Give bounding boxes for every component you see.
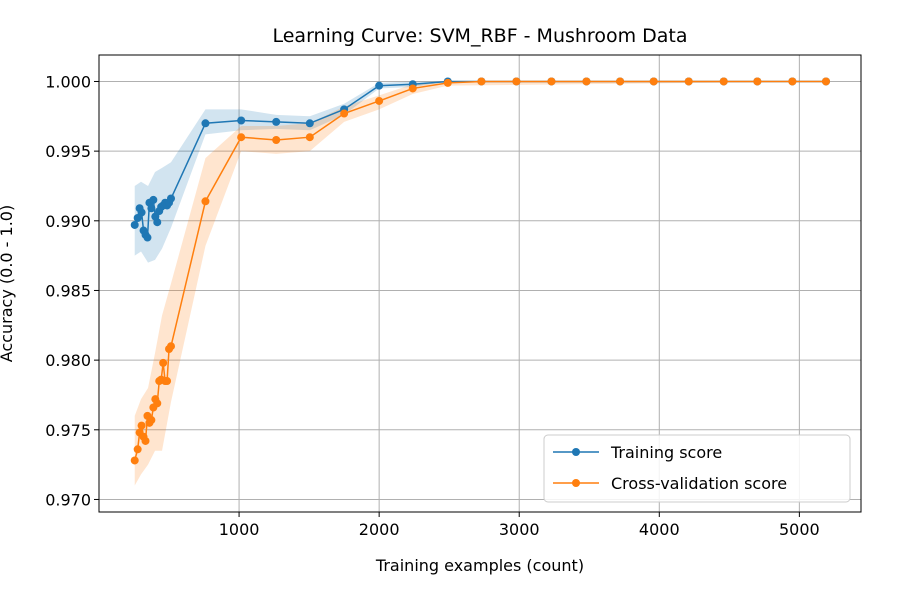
series-0-point	[130, 220, 139, 229]
series-1-point	[305, 133, 314, 142]
series-0-point	[237, 116, 246, 125]
legend-cv-label: Cross-validation score	[611, 474, 787, 493]
series-1-point	[788, 77, 797, 86]
series-1-point	[753, 77, 762, 86]
series-0-point	[137, 208, 146, 217]
series-1-point	[166, 342, 175, 351]
series-1-point	[130, 456, 139, 465]
series-1-point	[163, 377, 172, 386]
series-0-point	[166, 194, 175, 203]
y-tick-label: 1.000	[45, 72, 91, 91]
series-1-point	[272, 135, 281, 144]
series-1-point	[408, 84, 417, 93]
confidence-bands	[134, 81, 826, 486]
x-tick-label: 1000	[219, 520, 260, 539]
plot-frame	[98, 54, 862, 513]
series-0-point	[143, 233, 152, 242]
y-tick-label: 0.975	[45, 421, 91, 440]
x-tick-label: 5000	[779, 520, 820, 539]
series-1-point	[137, 421, 146, 430]
x-axis-label: Training examples (count)	[375, 556, 584, 575]
series-1-point	[443, 78, 452, 87]
series-0-point	[149, 195, 158, 204]
legend: Training score Cross-validation score	[543, 434, 851, 503]
legend-cv-marker	[572, 479, 580, 487]
x-tick-label: 4000	[639, 520, 680, 539]
y-tick-label: 0.985	[45, 281, 91, 300]
series-0-point	[147, 204, 156, 213]
grid-lines	[99, 55, 861, 512]
series-1-point	[159, 358, 168, 367]
series-0-point	[272, 117, 281, 126]
series-0-point	[201, 119, 210, 128]
series-0-point	[305, 119, 314, 128]
series-1-point	[153, 399, 162, 408]
y-tick-label: 0.990	[45, 212, 91, 231]
series-1-point	[821, 77, 830, 86]
series-0-confidence-band	[134, 81, 826, 263]
legend-training-marker	[572, 448, 580, 456]
x-tick-label: 2000	[359, 520, 400, 539]
series-1-point	[719, 77, 728, 86]
series-0-point	[153, 218, 162, 227]
chart-title: Learning Curve: SVM_RBF - Mushroom Data	[272, 25, 687, 47]
series-0-point	[375, 81, 384, 90]
legend-training-label: Training score	[610, 443, 722, 462]
series-1-point	[147, 416, 156, 425]
y-tick-label: 0.995	[45, 142, 91, 161]
y-axis-label: Accuracy (0.0 - 1.0)	[0, 205, 16, 362]
series-1-point	[582, 77, 591, 86]
series-0-point	[133, 214, 142, 223]
series-1-point	[477, 77, 486, 86]
series-1-point	[237, 133, 246, 142]
series-1-point	[375, 96, 384, 105]
series-1-point	[201, 197, 210, 206]
legend-box	[543, 434, 851, 503]
series-1-point	[547, 77, 556, 86]
series-1-point	[684, 77, 693, 86]
y-tick-label: 0.970	[45, 490, 91, 509]
y-tick-label: 0.980	[45, 351, 91, 370]
series-1-point	[616, 77, 625, 86]
series-1-point	[512, 77, 521, 86]
series-1-point	[649, 77, 658, 86]
series-1-point	[141, 436, 150, 445]
x-tick-label: 3000	[499, 520, 540, 539]
series-1-point	[340, 109, 349, 118]
series-lines	[130, 77, 830, 465]
series-1-point	[133, 445, 142, 454]
axis-ticks: 1000 2000 3000 4000 5000 0.970 0.975 0.980 0.985…	[45, 72, 820, 539]
